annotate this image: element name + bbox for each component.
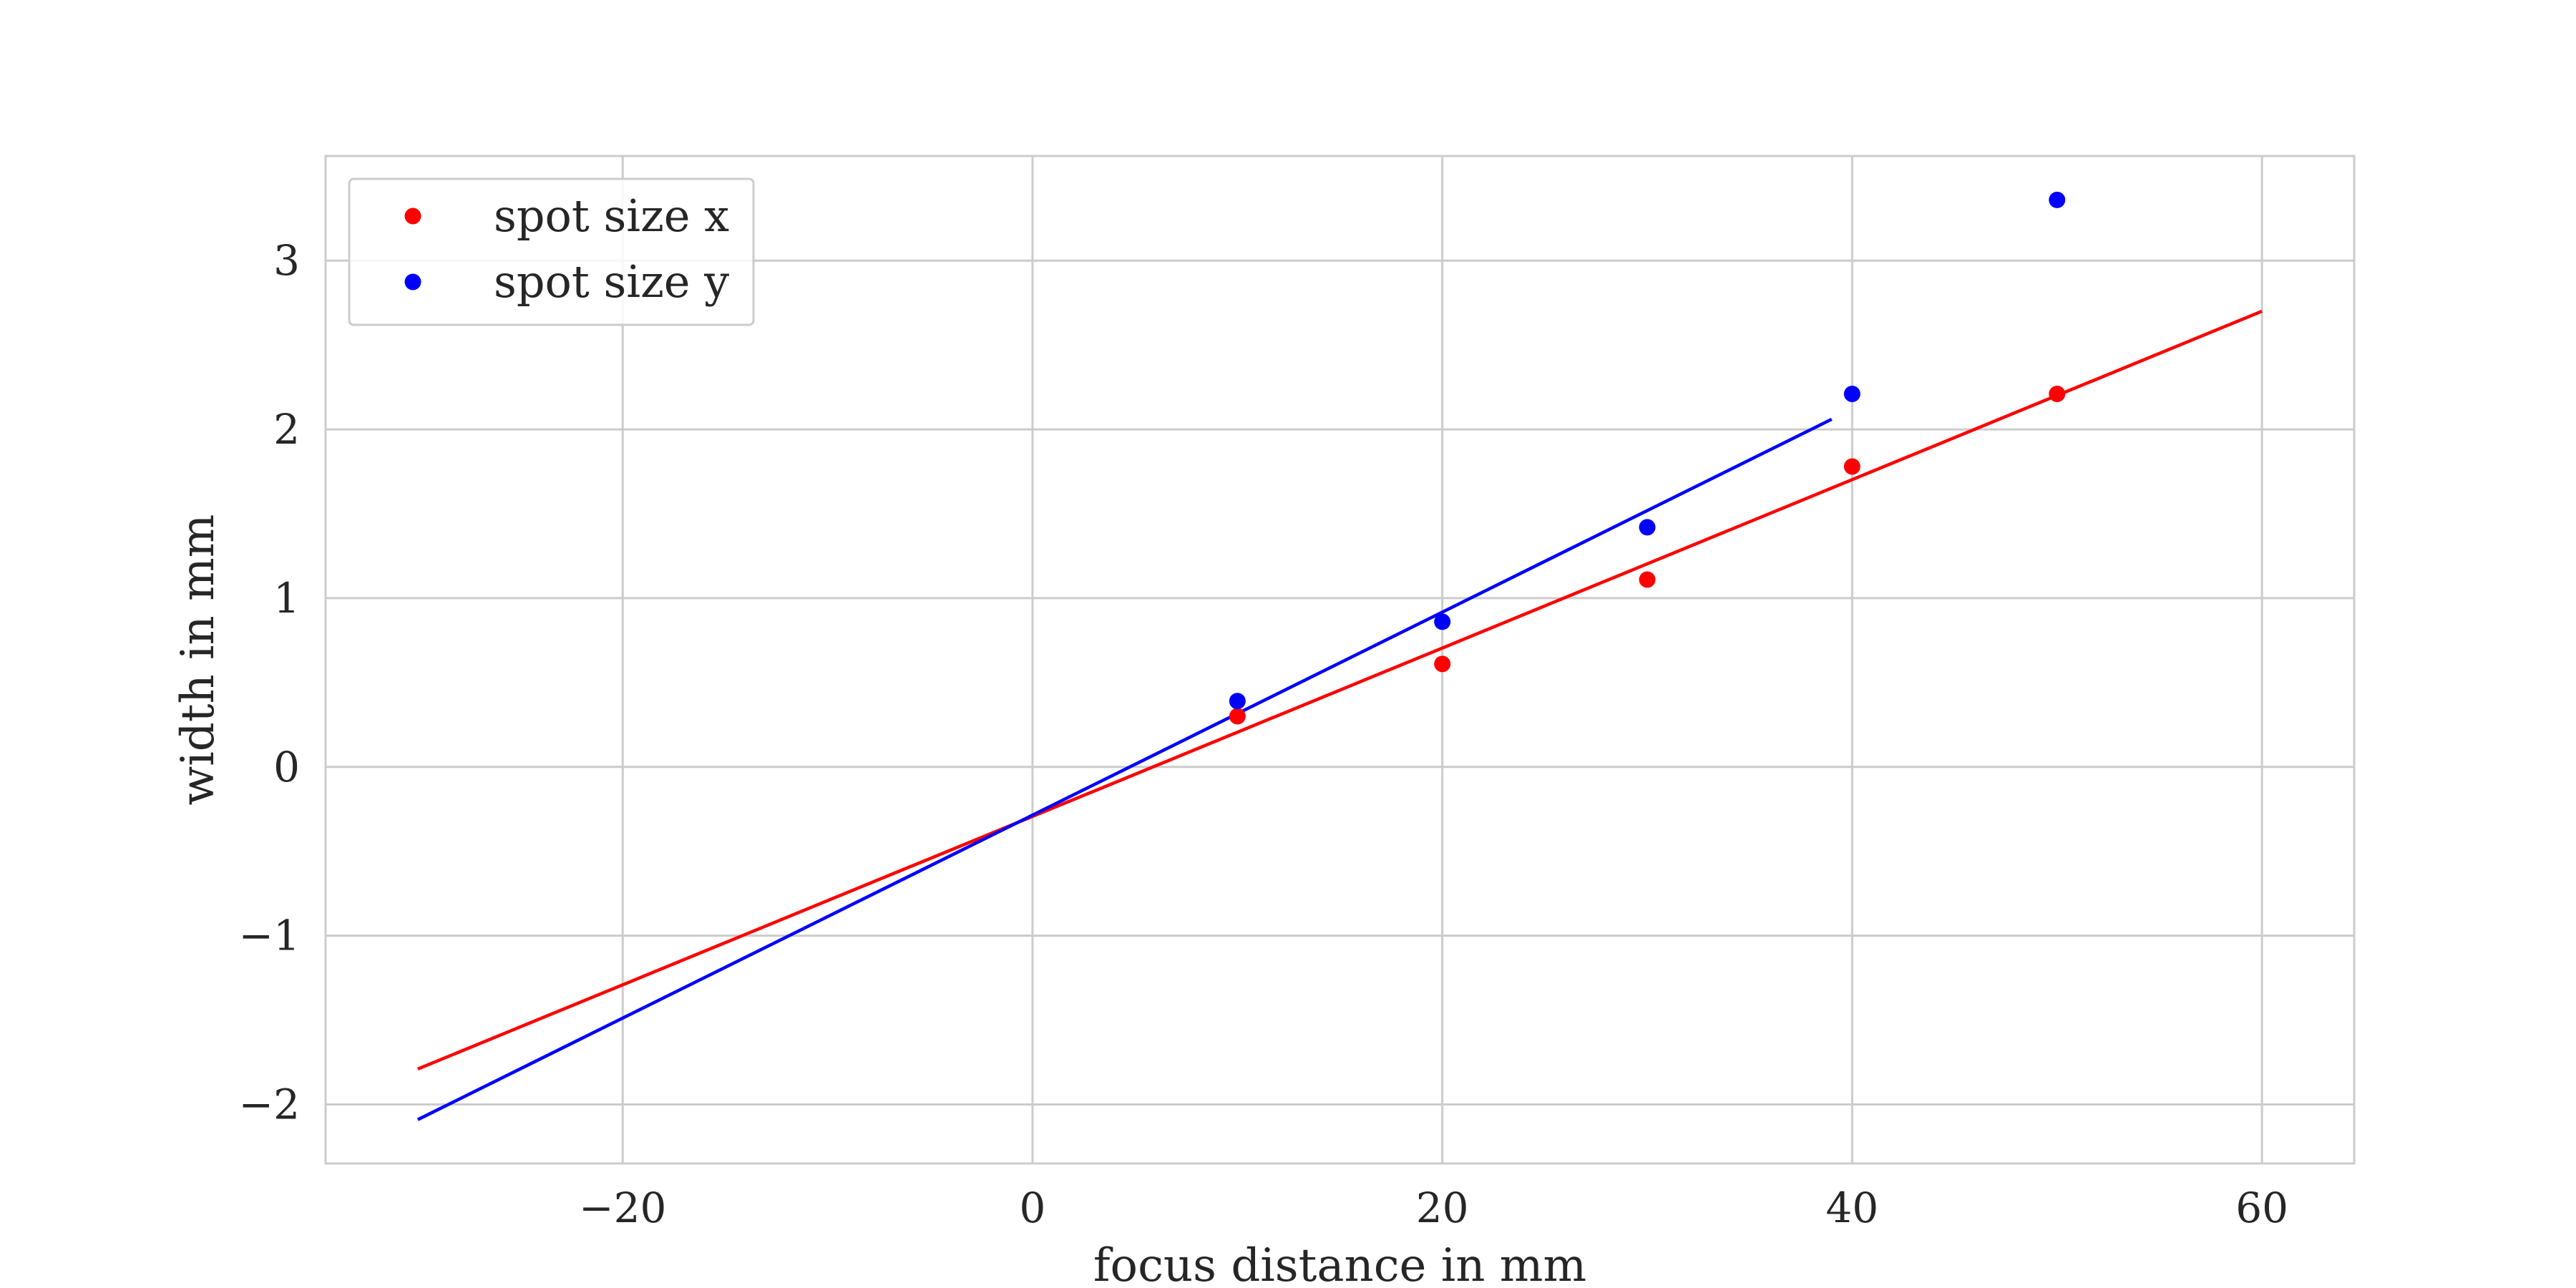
y-tick-labels: −2 −1 0 1 2 3 [239, 236, 301, 1128]
data-point-spot-size-y [2049, 191, 2066, 208]
data-point-spot-size-x [1639, 571, 1656, 588]
y-gridlines [326, 259, 2354, 1106]
plot-frame [324, 155, 2356, 1165]
legend-box [348, 177, 755, 326]
x-axis-title: focus distance in mm [1093, 1239, 1586, 1288]
data-point-spot-size-x [1229, 708, 1246, 725]
x-tick-label: −20 [579, 1184, 666, 1232]
data-point-spot-size-x [2049, 386, 2066, 403]
legend-label-spot-size-y: spot size y [494, 255, 729, 308]
x-tick-labels: −20 0 20 40 60 [579, 1184, 2288, 1232]
y-axis-title: width in mm [172, 514, 225, 806]
x-tick-label: 60 [2235, 1184, 2288, 1232]
legend-marker-spot-size-x [404, 208, 421, 225]
data-point-spot-size-x [1434, 655, 1451, 673]
data-point-spot-size-y [1843, 386, 1860, 403]
data-points [1229, 191, 2066, 725]
legend-marker-spot-size-y [404, 273, 421, 291]
fit-lines [416, 309, 2263, 1121]
x-tick-label: 0 [1020, 1184, 1046, 1232]
y-tick-label: 2 [273, 405, 300, 454]
y-tick-label: 0 [273, 743, 300, 791]
legend: spot size x spot size y [348, 177, 755, 326]
data-point-spot-size-x [1843, 458, 1860, 475]
legend-label-spot-size-x: spot size x [494, 190, 729, 242]
y-tick-label: 1 [273, 574, 300, 623]
fit-line-spot-size-x [417, 309, 2263, 1071]
data-point-spot-size-y [1639, 519, 1656, 536]
fit-line-spot-size-y [416, 417, 1833, 1121]
x-tick-label: 40 [1826, 1184, 1879, 1232]
y-tick-label: 3 [273, 236, 300, 285]
data-point-spot-size-y [1434, 613, 1451, 630]
y-tick-label: −2 [239, 1080, 301, 1128]
data-point-spot-size-y [1229, 693, 1246, 710]
x-tick-label: 20 [1416, 1184, 1469, 1232]
y-tick-label: −1 [239, 912, 301, 960]
